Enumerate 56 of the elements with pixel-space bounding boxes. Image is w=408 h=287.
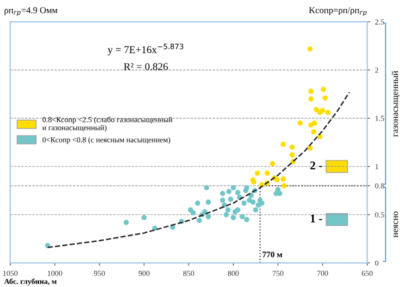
point — [230, 185, 236, 190]
point — [206, 214, 211, 220]
point — [307, 46, 313, 52]
point — [220, 190, 226, 196]
point — [225, 207, 231, 212]
point — [311, 129, 316, 134]
point — [240, 214, 245, 220]
point — [254, 170, 260, 176]
point — [226, 188, 232, 194]
point — [224, 212, 229, 218]
point — [250, 200, 256, 205]
point — [235, 190, 240, 196]
point — [290, 152, 295, 158]
point — [270, 160, 276, 166]
point — [196, 218, 202, 224]
point — [124, 220, 129, 225]
ref-line-label: 770 м — [262, 252, 282, 258]
point — [280, 176, 286, 182]
text: неясно — [394, 211, 398, 238]
chart-subtitle: Kсопр=ρп/ρп$_{гр}$ — [309, 7, 367, 16]
point — [204, 185, 210, 190]
point — [228, 196, 234, 202]
point — [322, 95, 328, 101]
point — [206, 200, 211, 205]
point — [244, 185, 250, 190]
point — [274, 177, 280, 183]
text: газонасыщенный — [392, 70, 400, 137]
point — [235, 207, 240, 212]
annotation: y = 7E+16x$^{−5.873}$ — [108, 44, 184, 56]
point — [282, 183, 287, 188]
point — [190, 210, 196, 216]
point — [264, 170, 270, 176]
point — [290, 144, 295, 150]
annotation: 1 - — [310, 214, 322, 222]
point — [259, 200, 264, 206]
point — [280, 142, 286, 147]
point — [298, 120, 303, 126]
point — [312, 120, 318, 126]
point — [241, 200, 247, 206]
point — [195, 200, 200, 206]
point — [244, 216, 250, 222]
point — [307, 146, 313, 151]
annotation: R² = 0.826 — [124, 63, 168, 70]
annotation: 2 - — [310, 161, 322, 170]
point — [317, 110, 322, 116]
point — [320, 86, 326, 92]
point — [308, 96, 314, 102]
point — [220, 198, 226, 203]
point — [325, 110, 331, 116]
point — [308, 88, 314, 94]
point — [202, 209, 208, 214]
chart-title: ρп$_{гр}$=4.9 Омм — [4, 7, 58, 16]
point — [314, 106, 319, 112]
point — [253, 207, 258, 212]
point — [230, 214, 236, 220]
point — [141, 214, 147, 220]
